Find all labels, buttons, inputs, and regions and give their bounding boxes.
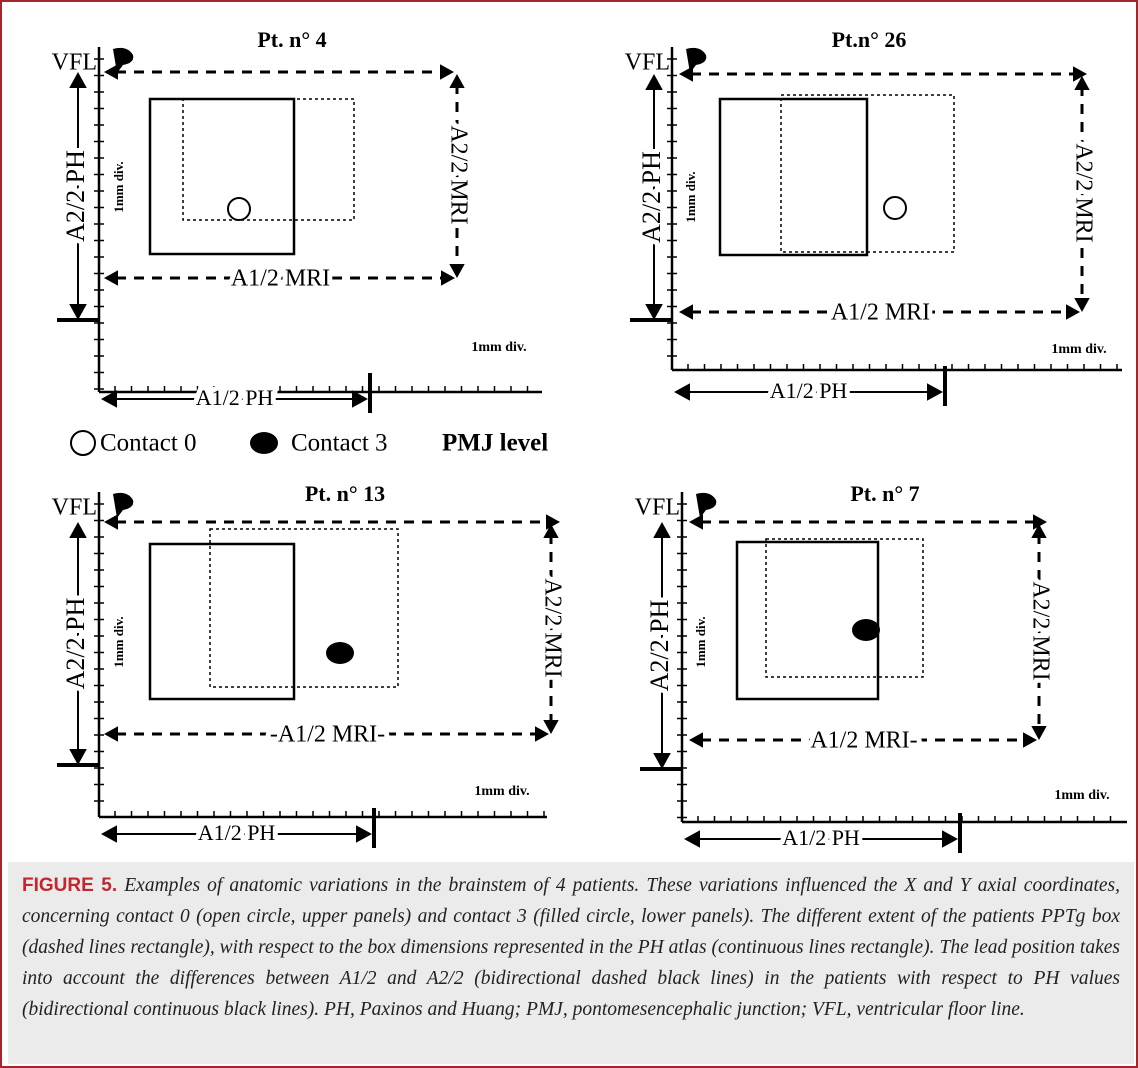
arrowhead: [653, 753, 671, 769]
a12-mri-label: A1/2 MRI: [231, 266, 330, 292]
a22-mri-label: A2/2 MRI: [445, 125, 471, 224]
contact-0: [884, 197, 906, 219]
arrowhead: [689, 514, 703, 529]
div-vertical-label: 1mm div.: [111, 161, 126, 212]
caption-text: Examples of anatomic variations in the b…: [22, 875, 1120, 1020]
arrowhead: [679, 66, 693, 81]
div-vertical-label: 1mm div.: [683, 171, 698, 222]
arrowhead: [1023, 732, 1037, 747]
arrowhead: [546, 514, 560, 529]
arrowhead: [942, 830, 958, 848]
vfl-marker: [113, 493, 133, 518]
arrowhead: [1031, 726, 1046, 740]
caption: FIGURE 5. Examples of anatomic variation…: [8, 862, 1134, 1064]
atlas-box: [720, 99, 867, 255]
div-horizontal-label: 1mm div.: [1054, 788, 1109, 803]
legend-contact-3: Contact 3: [291, 430, 388, 457]
vfl-label: VFL: [52, 50, 97, 76]
arrowhead: [543, 524, 558, 538]
panel-title: Pt. n° 4: [257, 27, 326, 52]
page: Contact 0 Contact 3 PMJ level VFL Pt. n° …: [0, 0, 1138, 1068]
arrowhead: [104, 270, 118, 285]
div-horizontal-label: 1mm div.: [471, 340, 526, 355]
figure: Contact 0 Contact 3 PMJ level VFL Pt. n° …: [2, 2, 1136, 862]
a12-mri-label: A1/2 MRI-: [810, 728, 917, 754]
arrowhead: [645, 304, 663, 320]
arrowhead: [441, 270, 455, 285]
a12-ph-label: A1/2 PH: [196, 385, 274, 410]
legend-contact-0: Contact 0: [100, 430, 197, 457]
a22-ph-label: A2/2 PH: [61, 597, 90, 689]
legend-pmj: PMJ level: [442, 430, 548, 457]
patient-box: [210, 529, 398, 687]
vfl-label: VFL: [625, 50, 670, 76]
contact-3: [326, 642, 354, 664]
a12-mri-label: -A1/2 MRI-: [270, 722, 385, 748]
arrowhead: [1073, 66, 1087, 81]
arrowhead: [674, 383, 690, 401]
a12-ph-label: A1/2 PH: [782, 825, 860, 850]
arrowhead: [1066, 304, 1080, 319]
arrowhead: [927, 383, 943, 401]
a12-mri-label: A1/2 MRI: [831, 300, 930, 326]
arrowhead: [356, 825, 372, 843]
a22-mri-label: A2/2 MRI: [539, 578, 565, 677]
a22-ph-label: A2/2 PH: [645, 599, 674, 691]
a22-mri-label: A2/2 MRI: [1070, 143, 1096, 242]
patient-box: [766, 539, 923, 677]
arrowhead: [679, 304, 693, 319]
arrowhead: [689, 732, 703, 747]
vfl-label: VFL: [52, 495, 97, 521]
panel-title: Pt. n° 7: [850, 481, 919, 506]
arrowhead: [69, 304, 87, 320]
arrowhead: [543, 720, 558, 734]
atlas-box: [737, 542, 878, 699]
arrowhead: [101, 825, 117, 843]
arrowhead: [449, 74, 464, 88]
legend-open-circle: [71, 431, 95, 455]
arrowhead: [684, 830, 700, 848]
figure-label: FIGURE 5.: [22, 875, 117, 896]
arrowhead: [535, 726, 549, 741]
arrowhead: [449, 264, 464, 278]
contact-0: [228, 198, 250, 220]
arrowhead: [653, 522, 671, 538]
panel-title: Pt. n° 13: [305, 481, 385, 506]
div-horizontal-label: 1mm div.: [1051, 342, 1106, 357]
panel-title: Pt.n° 26: [832, 27, 907, 52]
arrowhead: [104, 514, 118, 529]
arrowhead: [69, 749, 87, 765]
a12-ph-label: A1/2 PH: [770, 378, 848, 403]
a22-ph-label: A2/2 PH: [61, 150, 90, 242]
div-vertical-label: 1mm div.: [111, 616, 126, 667]
arrowhead: [104, 726, 118, 741]
arrowhead: [440, 64, 454, 79]
div-vertical-label: 1mm div.: [693, 616, 708, 667]
arrowhead: [645, 74, 663, 90]
patient-box: [183, 99, 354, 220]
arrowhead: [69, 522, 87, 538]
atlas-box: [150, 544, 294, 699]
arrowhead: [104, 64, 118, 79]
a12-ph-label: A1/2 PH: [198, 820, 276, 845]
a22-mri-label: A2/2 MRI: [1027, 581, 1053, 680]
atlas-box: [150, 99, 294, 254]
div-horizontal-label: 1mm div.: [474, 784, 529, 799]
legend-filled-circle: [250, 432, 278, 454]
vfl-label: VFL: [635, 495, 680, 521]
vfl-marker: [696, 493, 716, 518]
contact-3: [852, 619, 880, 641]
arrowhead: [1074, 298, 1089, 312]
a22-ph-label: A2/2 PH: [637, 151, 666, 243]
